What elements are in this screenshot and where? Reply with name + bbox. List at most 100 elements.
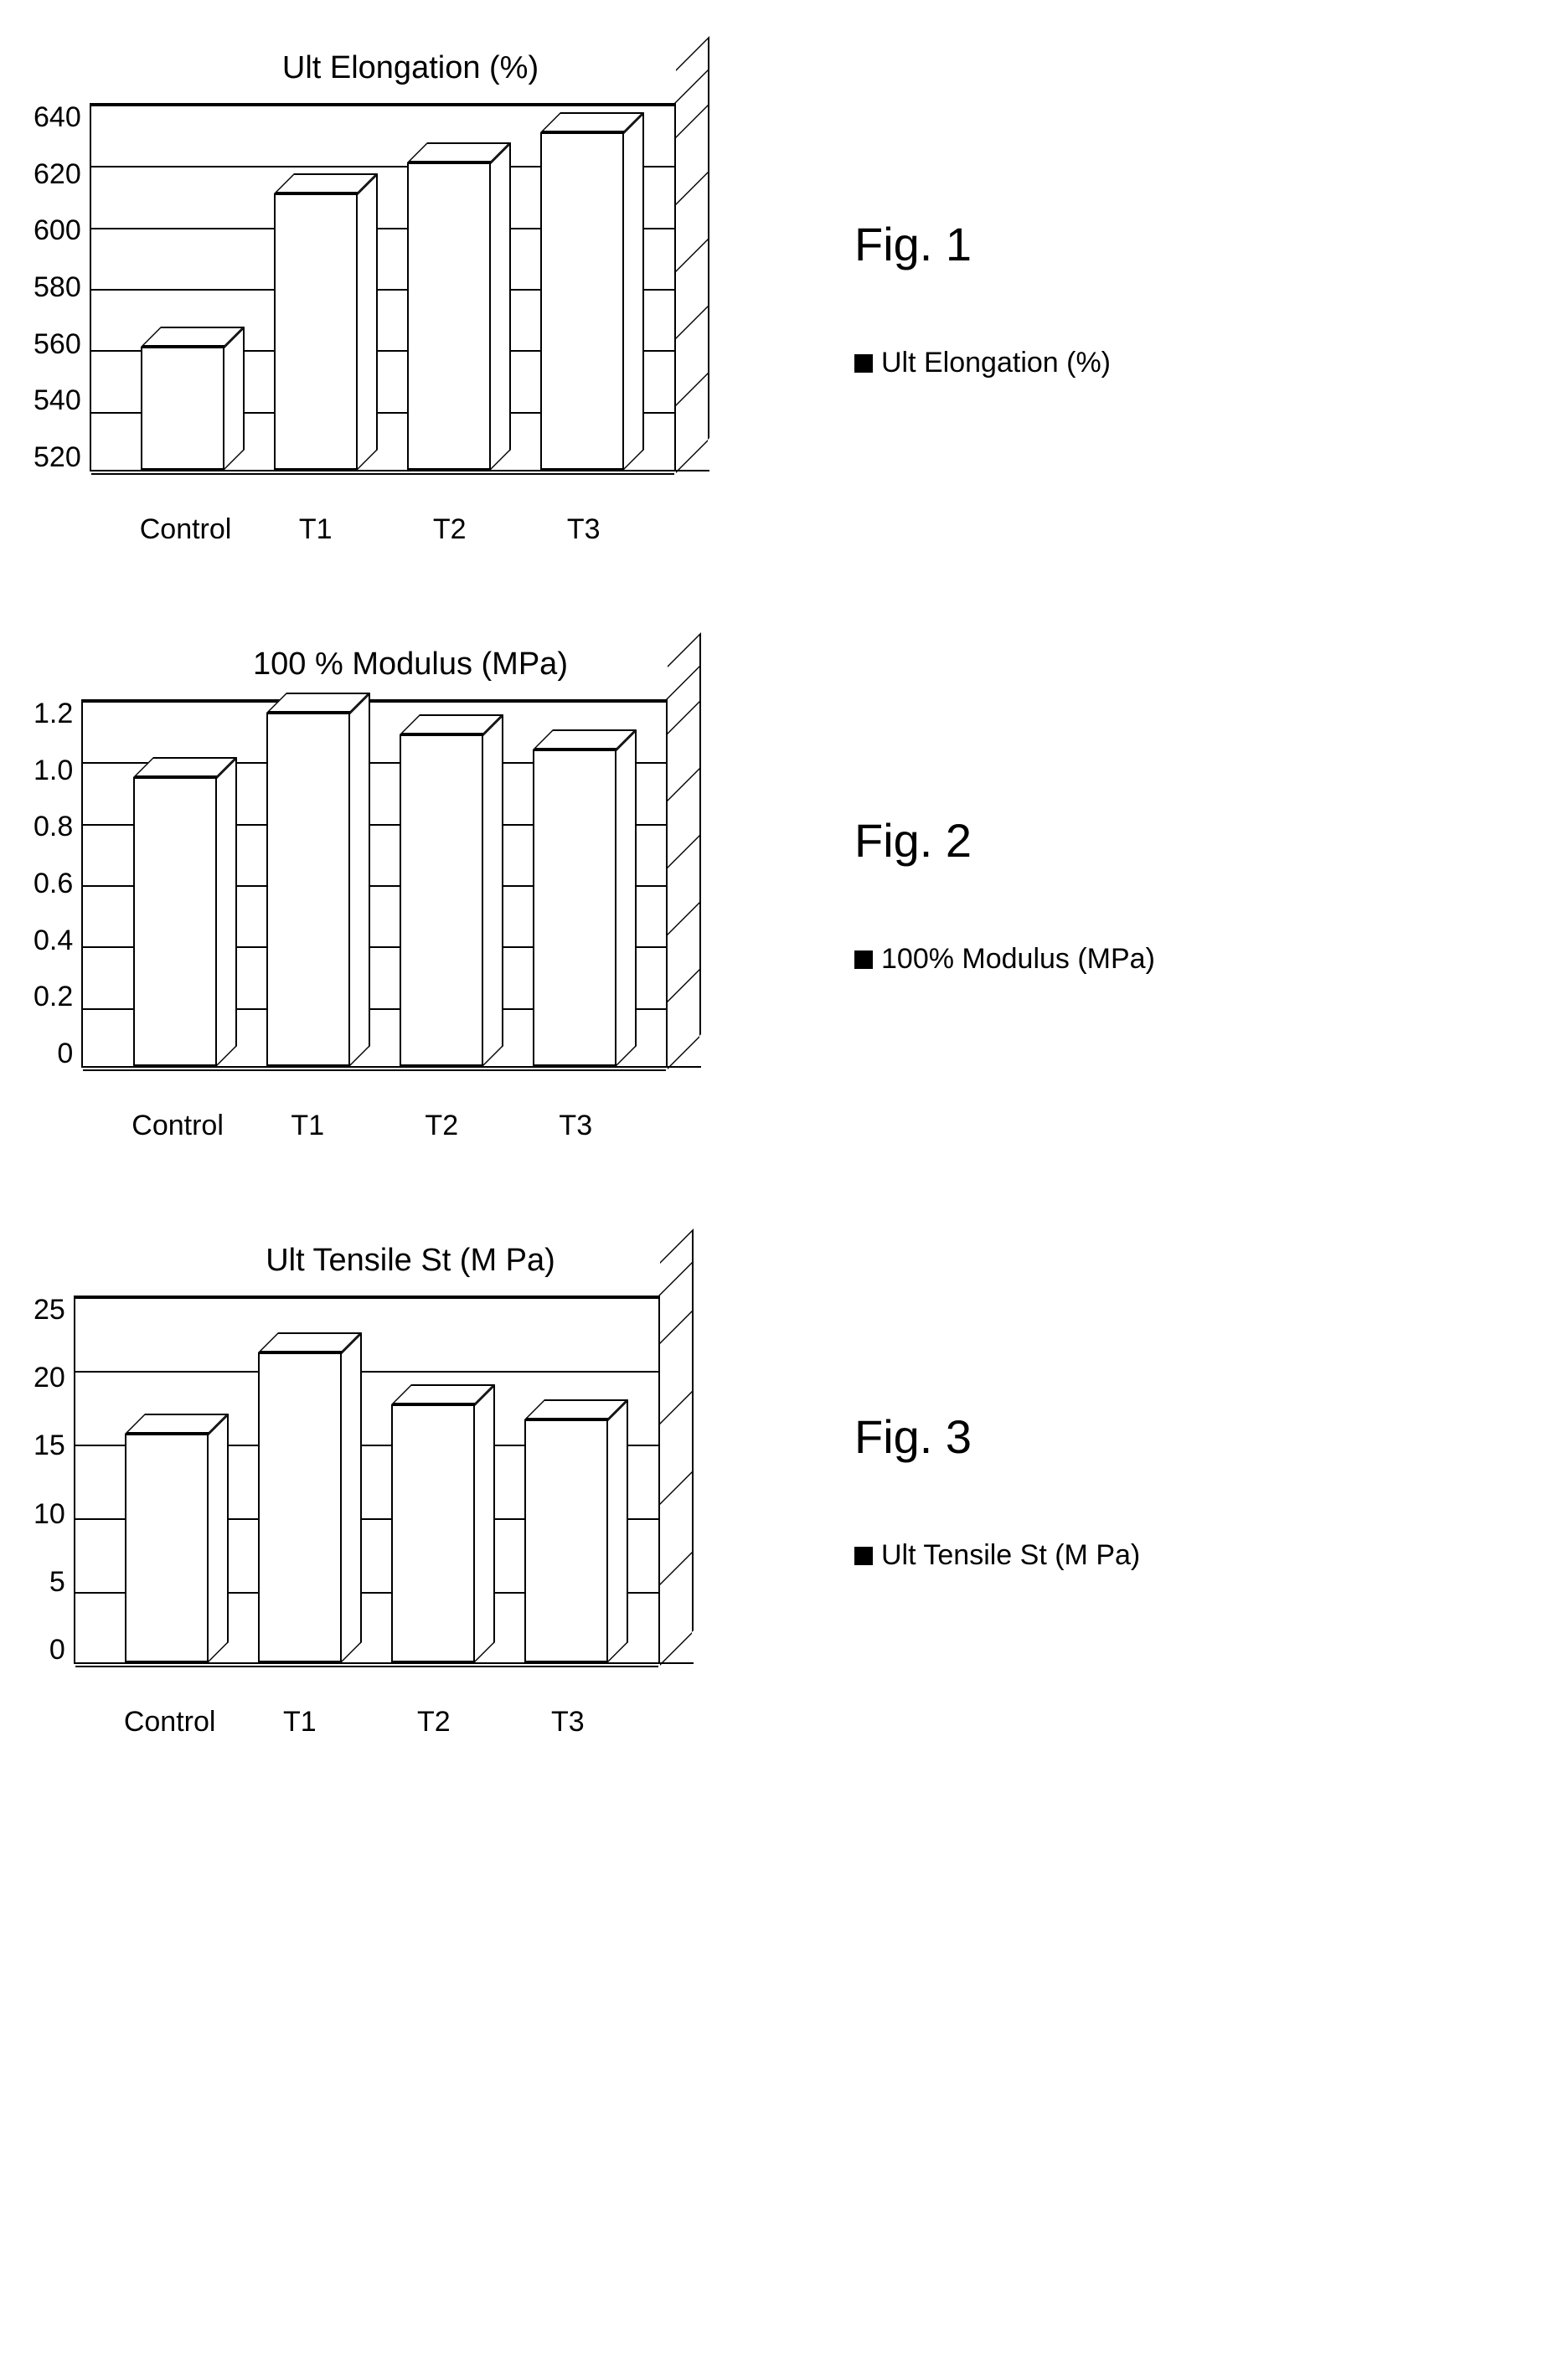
- bar-front: [540, 132, 624, 470]
- bar-side: [616, 729, 637, 1066]
- x-axis-labels: ControlT1T2T3: [74, 1706, 660, 1739]
- bar-side: [475, 1384, 495, 1662]
- bar-front: [391, 1404, 475, 1662]
- plot-area: [90, 103, 676, 471]
- bar: [540, 132, 624, 470]
- x-tick-label: T1: [266, 1110, 349, 1142]
- legend: Ult Elongation (%): [854, 347, 1111, 379]
- plot-side-wall: [676, 36, 709, 471]
- legend-swatch-icon: [854, 1547, 873, 1565]
- y-tick-label: 520: [34, 443, 81, 471]
- plot-area: [81, 699, 668, 1068]
- figure-label: Fig. 2: [854, 813, 1155, 868]
- x-tick-label: T2: [400, 1110, 483, 1142]
- gridline: [91, 473, 674, 475]
- chart-wrap: 640620600580560540520ControlT1T2T3: [34, 103, 787, 546]
- bar-front: [125, 1434, 209, 1662]
- bar-front: [266, 713, 350, 1066]
- bar: [533, 750, 616, 1066]
- bar-front: [133, 777, 217, 1066]
- legend-label: Ult Tensile St (M Pa): [881, 1539, 1140, 1572]
- gridline-side: [660, 1552, 692, 1585]
- x-tick-label: Control: [140, 513, 224, 546]
- y-tick-label: 0.2: [34, 982, 73, 1011]
- bar-side: [209, 1414, 229, 1662]
- gridline-side: [660, 1471, 692, 1505]
- y-tick-label: 600: [34, 216, 81, 245]
- x-tick-label: T3: [542, 513, 626, 546]
- y-axis: 1.21.00.80.60.40.20: [34, 699, 81, 1068]
- chart-block: Ult Elongation (%)640620600580560540520C…: [34, 50, 1529, 546]
- plot-wrap: Control T1 T2 T3: [81, 699, 668, 1142]
- bar: [133, 777, 217, 1066]
- bar-side: [217, 757, 237, 1066]
- bar: [391, 1404, 475, 1662]
- charts-root: Ult Elongation (%)640620600580560540520C…: [34, 50, 1529, 1739]
- chart-block: 100 % Modulus (MPa)1.21.00.80.60.40.20Co…: [34, 647, 1529, 1142]
- legend: 100% Modulus (MPa): [854, 943, 1155, 976]
- chart-wrap: 2520151050ControlT1T2T3: [34, 1296, 787, 1739]
- bar: [400, 734, 483, 1066]
- bar-side: [224, 327, 245, 470]
- legend-label: Ult Elongation (%): [881, 347, 1111, 379]
- bar-side: [608, 1399, 628, 1662]
- figure-label: Fig. 1: [854, 217, 1111, 271]
- figure-label: Fig. 3: [854, 1409, 1140, 1464]
- gridline: [83, 1069, 666, 1071]
- x-tick-label: T3: [534, 1110, 617, 1142]
- bar: [125, 1434, 209, 1662]
- y-tick-label: 15: [34, 1431, 65, 1460]
- bar-front: [533, 750, 616, 1066]
- y-tick-label: 5: [49, 1568, 65, 1596]
- bar: [258, 1352, 342, 1662]
- y-tick-label: 0.8: [34, 812, 73, 841]
- y-tick-label: 0.4: [34, 926, 73, 955]
- bar-front: [258, 1352, 342, 1662]
- gridline-side: [660, 1391, 692, 1424]
- bar-side: [358, 173, 378, 470]
- bar-side: [624, 112, 644, 470]
- chart-right: Fig. 1 Ult Elongation (%): [854, 217, 1111, 379]
- bar: [141, 347, 224, 470]
- gridline-side: [676, 105, 708, 138]
- x-tick-label: T1: [274, 513, 358, 546]
- x-tick-label: T1: [258, 1706, 342, 1739]
- y-axis: 640620600580560540520: [34, 103, 90, 471]
- plot-side-wall: [660, 1229, 694, 1664]
- gridline-side: [668, 835, 699, 868]
- bar: [266, 713, 350, 1066]
- gridline-side: [668, 969, 699, 1002]
- plot-area: [74, 1296, 660, 1664]
- y-tick-label: 0: [49, 1636, 65, 1664]
- gridline-side: [676, 239, 708, 272]
- plot-wrap: ControlT1T2T3: [74, 1296, 660, 1739]
- y-tick-label: 560: [34, 330, 81, 358]
- chart-title: Ult Tensile St (M Pa): [117, 1243, 704, 1279]
- y-tick-label: 10: [34, 1500, 65, 1528]
- bar-front: [524, 1419, 608, 1662]
- chart-right: Fig. 2 100% Modulus (MPa): [854, 813, 1155, 976]
- x-tick-label: T3: [526, 1706, 610, 1739]
- y-tick-label: 620: [34, 160, 81, 188]
- bar-side: [350, 693, 370, 1066]
- y-tick-label: 540: [34, 386, 81, 415]
- legend: Ult Tensile St (M Pa): [854, 1539, 1140, 1572]
- x-tick-label: Control: [132, 1110, 215, 1142]
- bar-front: [407, 162, 491, 470]
- gridline: [75, 1666, 658, 1667]
- bar-front: [141, 347, 224, 470]
- gridline-side: [676, 306, 708, 339]
- y-tick-label: 0.6: [34, 869, 73, 898]
- y-axis: 2520151050: [34, 1296, 74, 1664]
- chart-title: Ult Elongation (%): [117, 50, 704, 86]
- bar-side: [342, 1332, 362, 1662]
- plot-side-wall: [668, 632, 701, 1068]
- bar: [524, 1419, 608, 1662]
- gridline-side: [668, 701, 699, 734]
- y-tick-label: 640: [34, 103, 81, 131]
- legend-label: 100% Modulus (MPa): [881, 943, 1155, 976]
- chart-title: 100 % Modulus (MPa): [117, 647, 704, 683]
- chart-wrap: 1.21.00.80.60.40.20ControlT1T2T3: [34, 699, 787, 1142]
- bars-container: [83, 701, 666, 1066]
- bars-container: [75, 1297, 658, 1662]
